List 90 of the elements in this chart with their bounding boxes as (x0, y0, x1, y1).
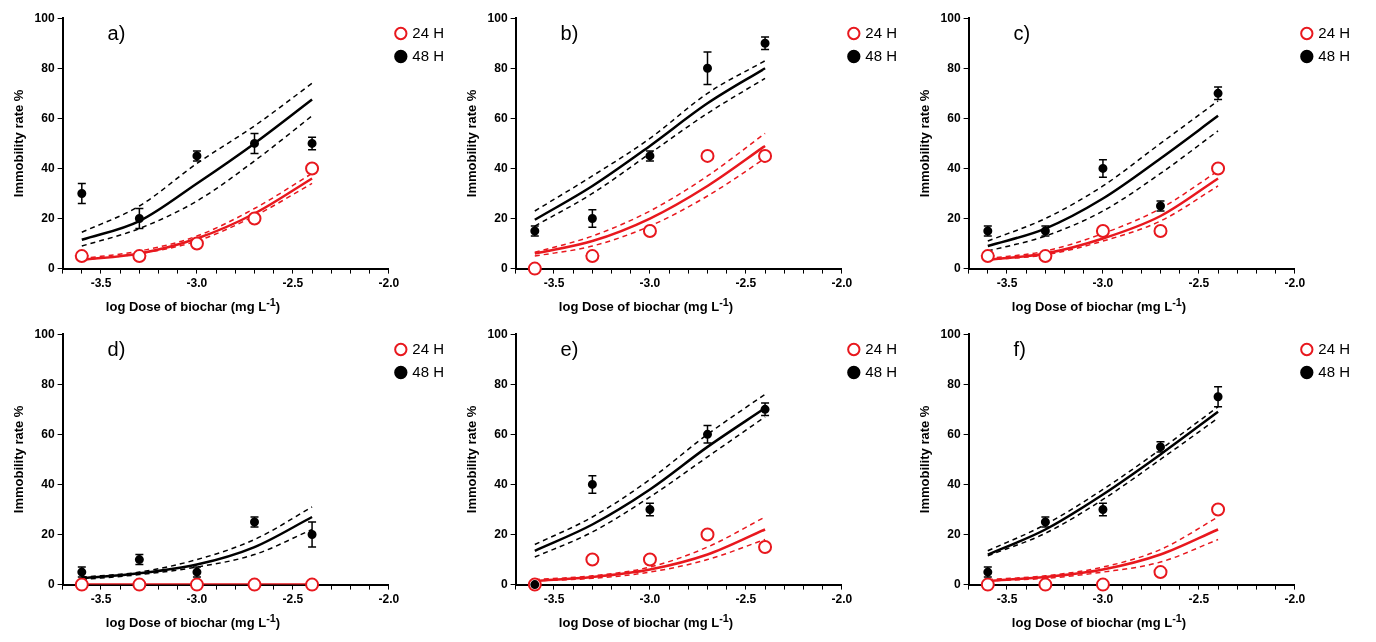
x-tick-label: -3.0 (1092, 592, 1114, 607)
x-tick-label: -2.0 (1284, 592, 1306, 607)
y-tick-label: 40 (41, 476, 55, 491)
legend-label: 48 H (412, 46, 444, 64)
x-axis-title: log Dose of biochar (mg L$^{-1}$) (1010, 296, 1188, 315)
x-axis-title: log Dose of biochar (mg L$^{-1}$) (1010, 612, 1188, 631)
y-tick-label: 100 (487, 326, 508, 341)
y-tick-label: 0 (953, 260, 961, 275)
legend-label: 24 H (1318, 339, 1350, 357)
y-tick-label: 100 (940, 326, 961, 341)
y-tick-label: 80 (494, 376, 508, 391)
y-tick-label: 60 (41, 426, 55, 441)
x-tick-label: -3.0 (639, 592, 661, 607)
x-tick-label: -3.0 (1092, 276, 1114, 291)
y-axis-title: Immobility rate % (11, 89, 27, 198)
x-tick-label: -3.5 (90, 276, 112, 291)
x-tick-label: -2.0 (831, 592, 853, 607)
y-tick-label: 20 (494, 210, 508, 225)
x-tick-label: -2.0 (378, 592, 400, 607)
x-axis-title: log Dose of biochar (mg L$^{-1}$) (557, 296, 735, 315)
y-tick-label: 20 (41, 526, 55, 541)
y-tick-label: 20 (947, 526, 961, 541)
y-tick-label: 100 (487, 10, 508, 25)
y-tick-label: 40 (41, 160, 55, 175)
x-tick-label: -2.5 (282, 276, 304, 291)
y-tick-label: 60 (494, 426, 508, 441)
y-axis-title: Immobility rate % (464, 89, 480, 198)
x-axis-title: log Dose of biochar (mg L$^{-1}$) (104, 612, 282, 631)
legend-label: 24 H (412, 23, 444, 41)
y-tick-label: 80 (41, 376, 55, 391)
x-tick-label: -3.5 (543, 276, 565, 291)
y-tick-label: 0 (47, 576, 55, 591)
x-tick-label: -2.0 (378, 276, 400, 291)
legend-label: 48 H (1318, 362, 1350, 380)
x-tick-label: -2.5 (735, 276, 757, 291)
y-tick-label: 60 (41, 110, 55, 125)
y-axis-title: Immobility rate % (917, 89, 933, 198)
legend-label: 24 H (865, 23, 897, 41)
x-tick-label: -3.0 (639, 276, 661, 291)
y-tick-label: 0 (953, 576, 961, 591)
y-tick-label: 40 (494, 476, 508, 491)
legend-label: 24 H (865, 339, 897, 357)
x-tick-label: -2.0 (1284, 276, 1306, 291)
y-tick-label: 40 (947, 160, 961, 175)
x-tick-label: -2.5 (282, 592, 304, 607)
annotation: c) (1013, 21, 1031, 44)
x-tick-label: -3.5 (90, 592, 112, 607)
y-tick-label: 80 (494, 60, 508, 75)
y-tick-label: 80 (947, 376, 961, 391)
y-tick-label: 40 (494, 160, 508, 175)
y-tick-label: 20 (41, 210, 55, 225)
x-tick-label: -3.5 (543, 592, 565, 607)
y-tick-label: 80 (41, 60, 55, 75)
y-tick-label: 80 (947, 60, 961, 75)
y-tick-label: 60 (947, 110, 961, 125)
x-axis-title: log Dose of biochar (mg L$^{-1}$) (557, 612, 735, 631)
y-axis-title: Immobility rate % (11, 405, 27, 514)
legend-label: 24 H (1318, 23, 1350, 41)
y-tick-label: 100 (940, 10, 961, 25)
x-tick-label: -3.5 (996, 276, 1018, 291)
annotation: f) (1013, 337, 1026, 360)
y-tick-label: 0 (500, 576, 508, 591)
x-axis-title: log Dose of biochar (mg L$^{-1}$) (104, 296, 282, 315)
x-tick-label: -2.5 (1188, 276, 1210, 291)
y-tick-label: 40 (947, 476, 961, 491)
annotation: b) (560, 21, 579, 44)
y-tick-label: 20 (494, 526, 508, 541)
y-axis-title: Immobility rate % (464, 405, 480, 514)
legend-label: 48 H (865, 46, 897, 64)
legend-label: 24 H (412, 339, 444, 357)
y-tick-label: 60 (494, 110, 508, 125)
x-tick-label: -3.0 (186, 276, 208, 291)
y-tick-label: 100 (34, 10, 55, 25)
x-tick-label: -3.0 (186, 592, 208, 607)
x-tick-label: -2.5 (735, 592, 757, 607)
legend-label: 48 H (865, 362, 897, 380)
y-tick-label: 0 (47, 260, 55, 275)
annotation: e) (560, 337, 579, 360)
legend-label: 48 H (1318, 46, 1350, 64)
x-tick-label: -2.5 (1188, 592, 1210, 607)
annotation: a) (107, 21, 126, 44)
x-tick-label: -2.0 (831, 276, 853, 291)
legend-label: 48 H (412, 362, 444, 380)
y-axis-title: Immobility rate % (917, 405, 933, 514)
y-tick-label: 100 (34, 326, 55, 341)
x-tick-label: -3.5 (996, 592, 1018, 607)
y-tick-label: 0 (500, 260, 508, 275)
y-tick-label: 20 (947, 210, 961, 225)
annotation: d) (107, 337, 126, 360)
y-tick-label: 60 (947, 426, 961, 441)
